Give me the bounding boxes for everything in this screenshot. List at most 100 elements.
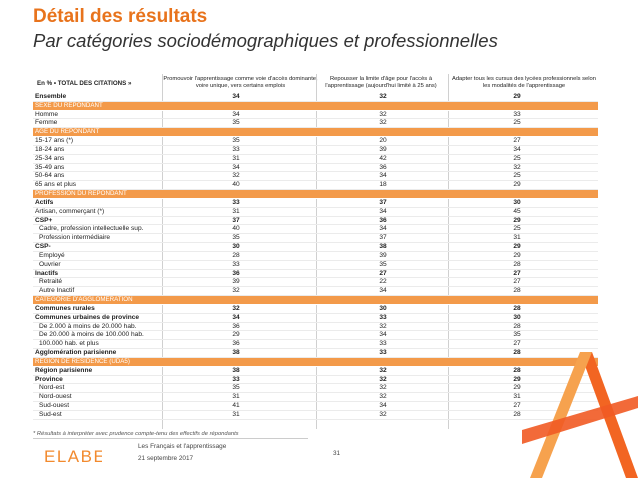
table-header-label: En % • TOTAL DES CITATIONS » — [37, 79, 132, 87]
row-label: De 20.000 à moins de 100.000 hab. — [39, 331, 144, 339]
cell-value: 38 — [379, 243, 387, 251]
column-header-2: Repousser la limite d'âge pour l'accès à… — [325, 75, 437, 90]
cell-value: 32 — [379, 410, 387, 418]
table-row: Nord-ouest 31 32 31 — [33, 393, 598, 402]
row-label: Région parisienne — [35, 366, 93, 374]
cell-value: 25 — [513, 154, 521, 162]
table-row: Nord-est 35 32 29 — [33, 384, 598, 394]
row-label: Ouvrier — [39, 260, 61, 268]
cell-value: 33 — [232, 145, 240, 153]
cell-value: 27 — [513, 340, 521, 348]
row-label: Retraité — [39, 278, 63, 286]
row-label: CATEGORIE D'AGGLOMERATION — [35, 296, 133, 304]
row-label: Province — [35, 375, 63, 383]
cell-value: 31 — [232, 410, 240, 418]
row-label: Agglomération parisienne — [35, 349, 117, 357]
cell-value: 32 — [513, 163, 521, 171]
cell-value: 32 — [232, 304, 240, 312]
cell-value: 30 — [513, 198, 521, 206]
row-label: 65 ans et plus — [35, 181, 77, 189]
cell-value: 31 — [513, 234, 521, 242]
cell-value: 29 — [513, 375, 521, 383]
cell-value: 39 — [232, 278, 240, 286]
cell-value: 35 — [379, 260, 387, 268]
cell-value: 32 — [379, 375, 387, 383]
table-row: Homme 34 32 33 — [33, 111, 598, 120]
table-row: Sud-est 31 32 28 — [33, 411, 598, 420]
cell-value: 34 — [379, 287, 387, 295]
cell-value: 28 — [513, 349, 521, 357]
cell-value: 39 — [379, 251, 387, 259]
row-label: 18-24 ans — [35, 145, 65, 153]
cell-value: 30 — [379, 304, 387, 312]
page-title: Détail des résultats — [33, 6, 208, 27]
cell-value: 29 — [513, 384, 521, 392]
cell-value: 33 — [232, 375, 240, 383]
cell-value: 20 — [379, 137, 387, 145]
table-row: 65 ans et plus 40 18 29 — [33, 181, 598, 191]
cell-value: 28 — [513, 410, 521, 418]
cell-value: 25 — [513, 172, 521, 180]
row-label: Nord-est — [39, 384, 65, 392]
table-row: Cadre, profession intellectuelle sup. 40 3… — [33, 225, 598, 235]
cell-value: 35 — [232, 119, 240, 127]
cell-value: 30 — [232, 243, 240, 251]
table-row: Femme 35 32 25 — [33, 119, 598, 129]
cell-value: 27 — [379, 269, 387, 277]
table-row: Sud-ouest 41 34 27 — [33, 402, 598, 411]
svg-text:ELABE: ELABE — [44, 447, 102, 464]
cell-value: 32 — [232, 287, 240, 295]
cell-value: 30 — [513, 313, 521, 321]
cell-value: 32 — [379, 110, 387, 118]
section-header-row: AGE DU REPONDANT — [33, 128, 598, 138]
cell-value: 34 — [379, 401, 387, 409]
cell-value: 27 — [513, 278, 521, 286]
cell-value: 37 — [379, 198, 387, 206]
cell-value: 31 — [232, 154, 240, 162]
cell-value: 42 — [379, 154, 387, 162]
cell-value: 34 — [379, 225, 387, 233]
footnote-divider — [33, 438, 308, 439]
page-number: 31 — [333, 450, 341, 457]
row-label: 15-17 ans (*) — [35, 137, 74, 145]
cell-value: 38 — [232, 366, 240, 374]
cell-value: 40 — [232, 181, 240, 189]
cell-value: 32 — [379, 384, 387, 392]
cell-value: 28 — [513, 260, 521, 268]
cell-value: 22 — [379, 278, 387, 286]
row-label: Nord-ouest — [39, 393, 72, 401]
cell-value: 34 — [232, 163, 240, 171]
cell-value: 32 — [379, 93, 387, 100]
section-header-row: PROFESSION DU REPONDANT — [33, 190, 598, 199]
cell-value: 34 — [232, 93, 240, 100]
table-row: Communes rurales 32 30 28 — [33, 305, 598, 314]
cell-value: 31 — [232, 393, 240, 401]
row-label: Inactifs — [35, 269, 59, 277]
cell-value: 32 — [379, 119, 387, 127]
cell-value: 25 — [513, 119, 521, 127]
row-label: PROFESSION DU REPONDANT — [35, 190, 127, 198]
cell-value: 33 — [232, 260, 240, 268]
row-label: CSP+ — [35, 216, 53, 224]
cell-value: 45 — [513, 207, 521, 215]
cell-value: 28 — [513, 304, 521, 312]
footnote: * Résultats à interpréter avec prudence … — [33, 431, 239, 437]
cell-value: 25 — [513, 225, 521, 233]
row-label: Profession intermédiaire — [39, 234, 111, 242]
cell-value: 18 — [379, 181, 387, 189]
cell-value: 32 — [379, 366, 387, 374]
section-header-row: CATEGORIE D'AGGLOMERATION — [33, 296, 598, 305]
cell-value: 29 — [513, 216, 521, 224]
row-label: 25-34 ans — [35, 154, 65, 162]
elabe-logo: ELABE — [44, 447, 102, 464]
table-row: Région parisienne 38 32 28 — [33, 367, 598, 376]
cell-value: 32 — [379, 393, 387, 401]
row-label: Autre Inactif — [39, 287, 75, 295]
table-row: CSP+ 37 36 29 — [33, 217, 598, 226]
row-label: CSP- — [35, 243, 51, 251]
table-row: Employé 28 39 29 — [33, 252, 598, 261]
cell-value: 35 — [513, 331, 521, 339]
results-table: Ensemble 34 32 29 SEXE DU REPONDANT Homme 34 32… — [33, 93, 598, 420]
cell-value: 29 — [513, 181, 521, 189]
cell-value: 37 — [232, 216, 240, 224]
